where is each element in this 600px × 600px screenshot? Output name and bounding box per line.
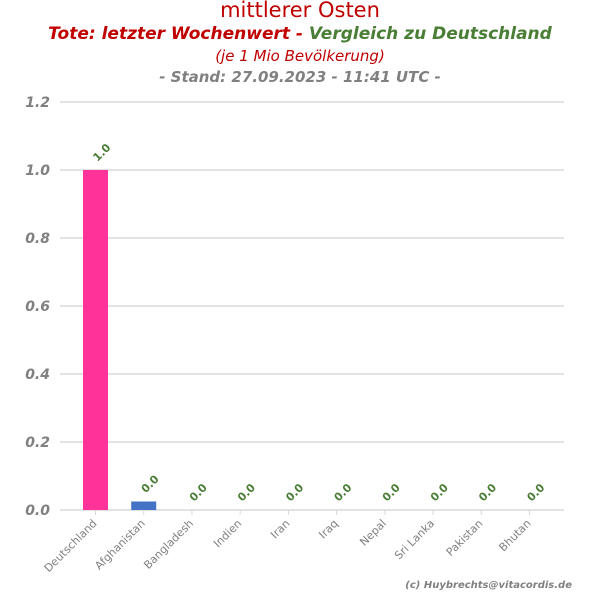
y-tick-label: 1.2 — [25, 95, 50, 111]
x-tick-label: Indien — [211, 517, 244, 550]
data-label: 0.0 — [187, 481, 210, 504]
data-label: 1.0 — [90, 141, 113, 164]
credit-text: (c) Huybrechts@vitacordis.de — [405, 580, 572, 591]
chart-timestamp: - Stand: 27.09.2023 - 11:41 UTC - — [159, 68, 441, 86]
data-label: 0.0 — [332, 481, 355, 504]
x-tick-label: Pakistan — [444, 517, 486, 559]
x-tick-label: Nepal — [357, 517, 389, 549]
subtitle-red-part: Tote: letzter Wochenwert - — [48, 24, 309, 44]
data-label: 0.0 — [380, 481, 403, 504]
y-tick-label: 0.6 — [25, 299, 50, 315]
data-label: 0.0 — [235, 481, 258, 504]
bar — [83, 170, 108, 510]
y-tick-label: 0.8 — [25, 231, 50, 247]
chart-subtitle-population: (je 1 Mio Bevölkerung) — [215, 47, 385, 65]
x-tick-label: Afghanistan — [92, 517, 148, 573]
x-tick-label: Iran — [268, 517, 292, 541]
data-label: 0.0 — [139, 472, 162, 495]
y-tick-label: 0.0 — [25, 503, 50, 519]
data-label: 0.0 — [428, 481, 451, 504]
y-tick-label: 0.2 — [25, 435, 50, 451]
data-label: 0.0 — [283, 481, 306, 504]
x-tick-label: Iraq — [316, 517, 340, 541]
chart-subtitle: Tote: letzter Wochenwert - Vergleich zu … — [0, 24, 600, 44]
data-label: 0.0 — [524, 481, 547, 504]
data-label: 0.0 — [476, 481, 499, 504]
x-tick-label: Bhutan — [496, 517, 533, 554]
y-tick-label: 0.4 — [25, 367, 50, 383]
subtitle-green-part: Vergleich zu Deutschland — [308, 24, 552, 44]
y-tick-label: 1.0 — [25, 163, 50, 179]
x-tick-label: Sri Lanka — [392, 517, 437, 562]
chart-title: mittlerer Osten — [220, 0, 380, 22]
x-tick-label: Bangladesh — [141, 517, 196, 572]
bar — [131, 501, 157, 510]
x-tick-label: Deutschland — [42, 517, 100, 575]
